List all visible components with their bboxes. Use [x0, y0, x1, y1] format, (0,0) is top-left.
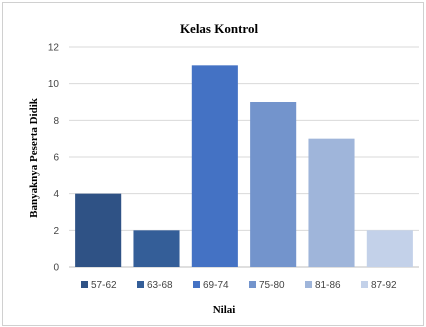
- legend: 57-62 63-68 69-74 75-80 81-86 87-92: [81, 280, 397, 291]
- legend-swatch: [193, 281, 200, 288]
- y-tick-label: 0: [53, 263, 59, 274]
- legend-label: 63-68: [147, 280, 173, 291]
- bar-57-62: [75, 193, 122, 267]
- y-tick-labels: 0 2 4 6 8 10 12: [48, 43, 60, 274]
- legend-swatch: [305, 281, 312, 288]
- y-tick-label: 8: [53, 116, 59, 127]
- legend-label: 57-62: [91, 280, 117, 291]
- bar-chart: Kelas Kontrol 0 2 4 6 8 10 12 Banyaknya Pesert…: [28, 21, 419, 316]
- y-axis-title: Banyaknya Peserta Didik: [28, 97, 40, 218]
- legend-label: 75-80: [259, 280, 285, 291]
- chart-title: Kelas Kontrol: [180, 21, 259, 36]
- bar-69-74: [191, 65, 238, 267]
- bars: [75, 65, 413, 267]
- legend-swatch: [249, 281, 256, 288]
- x-axis-title: Nilai: [213, 304, 236, 316]
- legend-label: 87-92: [371, 280, 397, 291]
- y-tick-label: 12: [48, 43, 60, 54]
- bar-75-80: [250, 102, 297, 267]
- y-tick-label: 2: [53, 226, 59, 237]
- gridlines: [69, 46, 419, 268]
- y-tick-label: 4: [53, 189, 59, 200]
- bar-63-68: [133, 230, 180, 267]
- legend-swatch: [361, 281, 368, 288]
- y-tick-label: 6: [53, 153, 59, 164]
- bar-87-92: [366, 230, 413, 267]
- legend-swatch: [137, 281, 144, 288]
- legend-label: 69-74: [203, 280, 229, 291]
- legend-swatch: [81, 281, 88, 288]
- y-tick-label: 10: [48, 79, 60, 90]
- bar-81-86: [308, 138, 355, 267]
- legend-label: 81-86: [315, 280, 341, 291]
